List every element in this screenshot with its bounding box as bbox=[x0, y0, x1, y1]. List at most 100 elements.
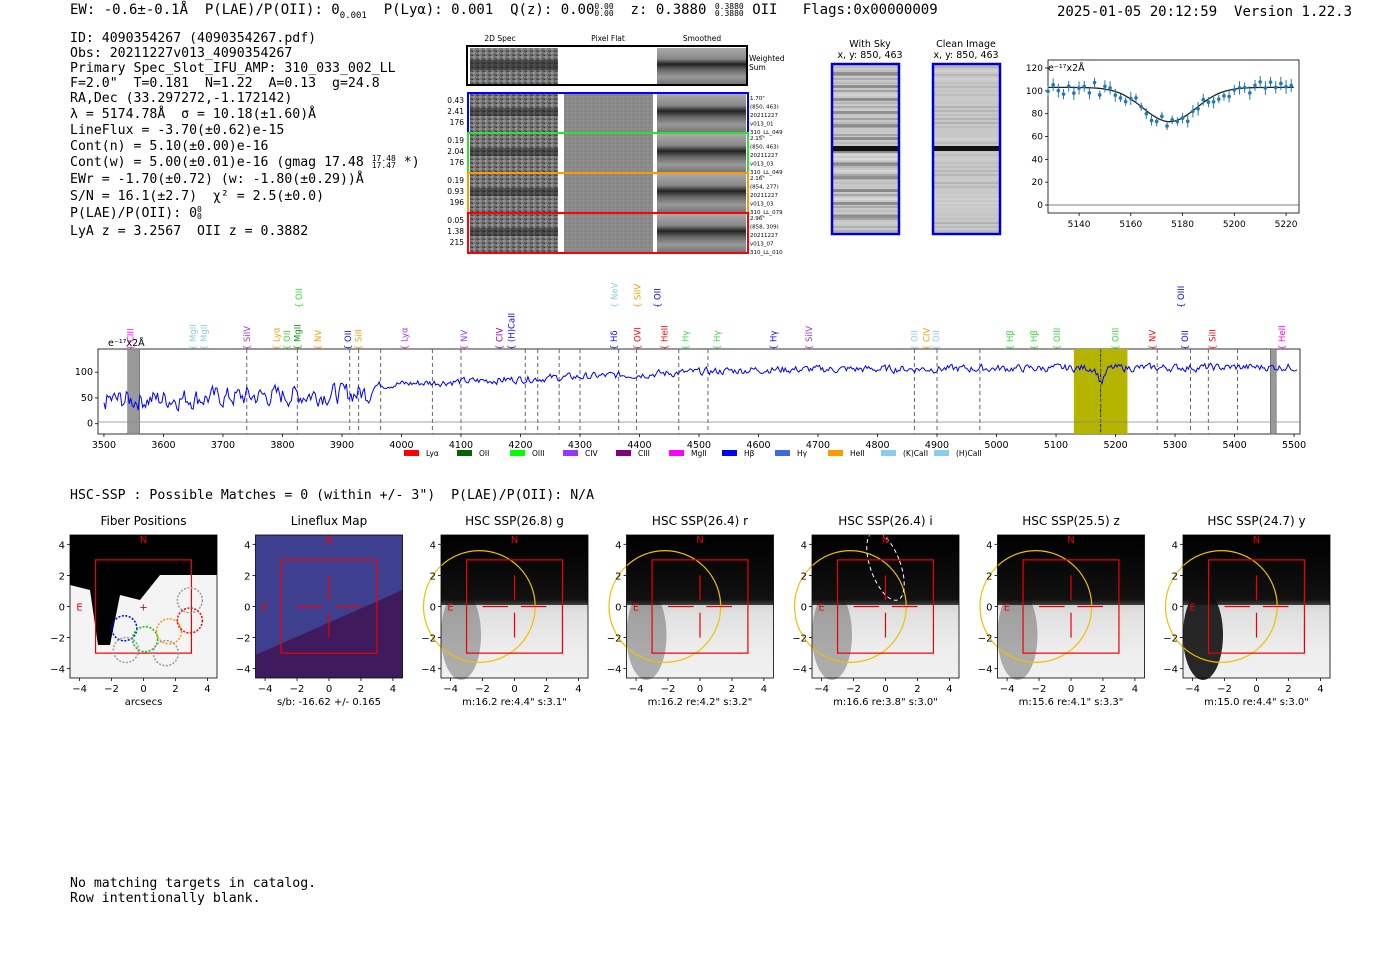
north-label: N bbox=[1067, 535, 1074, 546]
hsc-panel-title: HSC SSP(26.4) r bbox=[652, 514, 748, 528]
line-label-brace: { bbox=[611, 303, 621, 308]
north-label: N bbox=[1253, 535, 1260, 546]
cutout-row-meta: 20211227 bbox=[750, 113, 778, 119]
hsc-panel: Lineflux Map N E −4 −4 −2 −2 0 0 2 2 4 4 s/b: -16.62 … bbox=[236, 514, 403, 708]
sky-line bbox=[832, 137, 899, 140]
hsc-panel: HSC SSP(26.8) g N E −4 −4 −2 −2 0 0 2 2 4 4 m:16.2 re… bbox=[421, 514, 589, 708]
hsc-panel-title: HSC SSP(26.4) i bbox=[838, 514, 933, 528]
hsc-panel: HSC SSP(24.7) y N E −4 −4 −2 −2 0 0 2 2 4 4 m:15.0 re… bbox=[1163, 514, 1331, 708]
line-label-brace: { bbox=[660, 345, 670, 350]
source-shape bbox=[70, 535, 217, 645]
image-noise-row bbox=[933, 70, 1000, 72]
z-sub: 0.3880 bbox=[714, 9, 744, 18]
east-label: E bbox=[447, 603, 453, 614]
aperture-box bbox=[1022, 559, 1120, 654]
image-noise-row bbox=[933, 110, 1000, 112]
hsc-y-tick-label: 0 bbox=[430, 603, 436, 614]
line-label: Lyα { bbox=[273, 327, 283, 350]
cutout-row-meta: 20211227 bbox=[750, 233, 778, 239]
source-shape bbox=[997, 590, 1038, 680]
line-label-text: Hγ bbox=[769, 331, 779, 342]
image-noise-row bbox=[832, 94, 899, 96]
image-noise-row bbox=[832, 206, 899, 208]
zoom-point bbox=[1103, 84, 1107, 89]
cutout-smoothed bbox=[657, 174, 746, 212]
spec-x-tick-label: 5500 bbox=[1282, 440, 1306, 451]
hsc-y-tick-label: 4 bbox=[801, 540, 807, 551]
hsc-y-tick-label: 4 bbox=[244, 540, 250, 551]
hsc-panel-xlabel: m:16.2 re:4.2" s:3.2" bbox=[648, 697, 753, 708]
hsc-y-tick-label: 2 bbox=[430, 571, 436, 582]
aperture-box bbox=[465, 559, 564, 654]
hsc-y-tick-label: 4 bbox=[430, 540, 436, 551]
hsc-x-tick-label: 0 bbox=[140, 684, 146, 695]
spec-x-tick-label: 4100 bbox=[449, 440, 473, 451]
info-ewr: EWr = -1.70(±0.72) (w: -1.80(±0.29))Å bbox=[70, 172, 364, 187]
line-label: SiIV { bbox=[634, 284, 644, 308]
image-noise-row bbox=[933, 90, 1000, 92]
fiber-circle bbox=[155, 618, 183, 645]
line-label-text: OII bbox=[932, 330, 942, 342]
line-label: NV { bbox=[460, 330, 470, 350]
image-noise-row bbox=[933, 74, 1000, 76]
line-label-brace: { bbox=[314, 345, 324, 350]
spec-x-tick-label: 5400 bbox=[1222, 440, 1246, 451]
spec-y-tick-label: 100 bbox=[75, 367, 93, 378]
image-noise-row bbox=[933, 102, 1000, 104]
image-noise-row bbox=[832, 142, 899, 144]
legend-swatch bbox=[563, 450, 578, 456]
cutout-smoothed bbox=[657, 134, 746, 172]
sky-line bbox=[832, 124, 899, 127]
z-line: OII bbox=[752, 2, 778, 18]
cutout-smoothed bbox=[657, 94, 746, 132]
legend-label: OIII bbox=[532, 449, 545, 458]
image-noise-row bbox=[933, 230, 1000, 232]
cutout-pixelflat bbox=[564, 94, 653, 132]
line-label: OII { bbox=[653, 288, 663, 308]
line-label: OIII { bbox=[1053, 328, 1063, 350]
cutout-row-meta: v013_07 bbox=[750, 242, 774, 248]
east-label: E bbox=[633, 603, 639, 614]
line-labels: CIII{MgII{MgII{SiIV{Lyα{OII{MgII{OII{NV{… bbox=[127, 282, 1288, 350]
zoom-point bbox=[1222, 94, 1226, 98]
hsc-panel-xlabel: m:15.6 re:4.1" s:3.3" bbox=[1019, 697, 1124, 708]
hsc-x-tick-label: 4 bbox=[761, 684, 767, 695]
legend-swatch bbox=[881, 450, 896, 456]
info-contn: Cont(n) = 5.10(±0.00)e-16 bbox=[70, 139, 269, 154]
zoom-point bbox=[1144, 111, 1149, 116]
legend-swatch bbox=[775, 450, 790, 456]
line-label-text: OII bbox=[283, 330, 293, 342]
image-noise-row bbox=[933, 114, 1000, 116]
line-label: SiII { bbox=[355, 329, 365, 350]
cutout-row-value: 215 bbox=[450, 238, 465, 247]
hsc-panel-title: Lineflux Map bbox=[291, 514, 367, 528]
east-label: E bbox=[262, 603, 268, 614]
hsc-y-tick-label: 0 bbox=[59, 603, 65, 614]
line-label-brace: { bbox=[400, 345, 410, 350]
hsc-y-tick-label: −4 bbox=[50, 665, 65, 676]
zoom-point bbox=[1211, 99, 1216, 104]
zoom-units: e⁻¹⁷x2Å bbox=[1048, 62, 1085, 74]
line-label-brace: { bbox=[295, 303, 305, 308]
spec-y-tick-label: 50 bbox=[81, 393, 93, 404]
legend-label: Hγ bbox=[797, 449, 808, 458]
hsc-x-tick-label: −4 bbox=[1185, 684, 1200, 695]
hsc-y-tick-label: 2 bbox=[986, 571, 992, 582]
hsc-x-tick-label: −4 bbox=[629, 684, 644, 695]
plae2-text: P(LAE)/P(OII): 0 bbox=[70, 206, 198, 221]
hsc-y-tick-label: 0 bbox=[986, 603, 992, 614]
zoom-x-tick-label: 5200 bbox=[1223, 220, 1246, 230]
aperture-box bbox=[836, 559, 935, 654]
hsc-x-tick-label: −4 bbox=[258, 684, 273, 695]
cutout-smoothed bbox=[657, 214, 746, 252]
line-label-text: Hγ bbox=[713, 331, 723, 342]
image-noise-row bbox=[933, 158, 1000, 160]
zoom-point bbox=[1108, 86, 1112, 90]
weighted-sum-emission bbox=[470, 60, 558, 70]
cutout-2dspec bbox=[470, 174, 558, 212]
line-label-text: OIII bbox=[1177, 286, 1187, 300]
line-label: MgII { bbox=[189, 324, 199, 350]
line-label: NV { bbox=[1148, 330, 1158, 350]
hsc-x-tick-label: −4 bbox=[1000, 684, 1015, 695]
zoom-y-tick-label: 60 bbox=[1032, 133, 1044, 143]
